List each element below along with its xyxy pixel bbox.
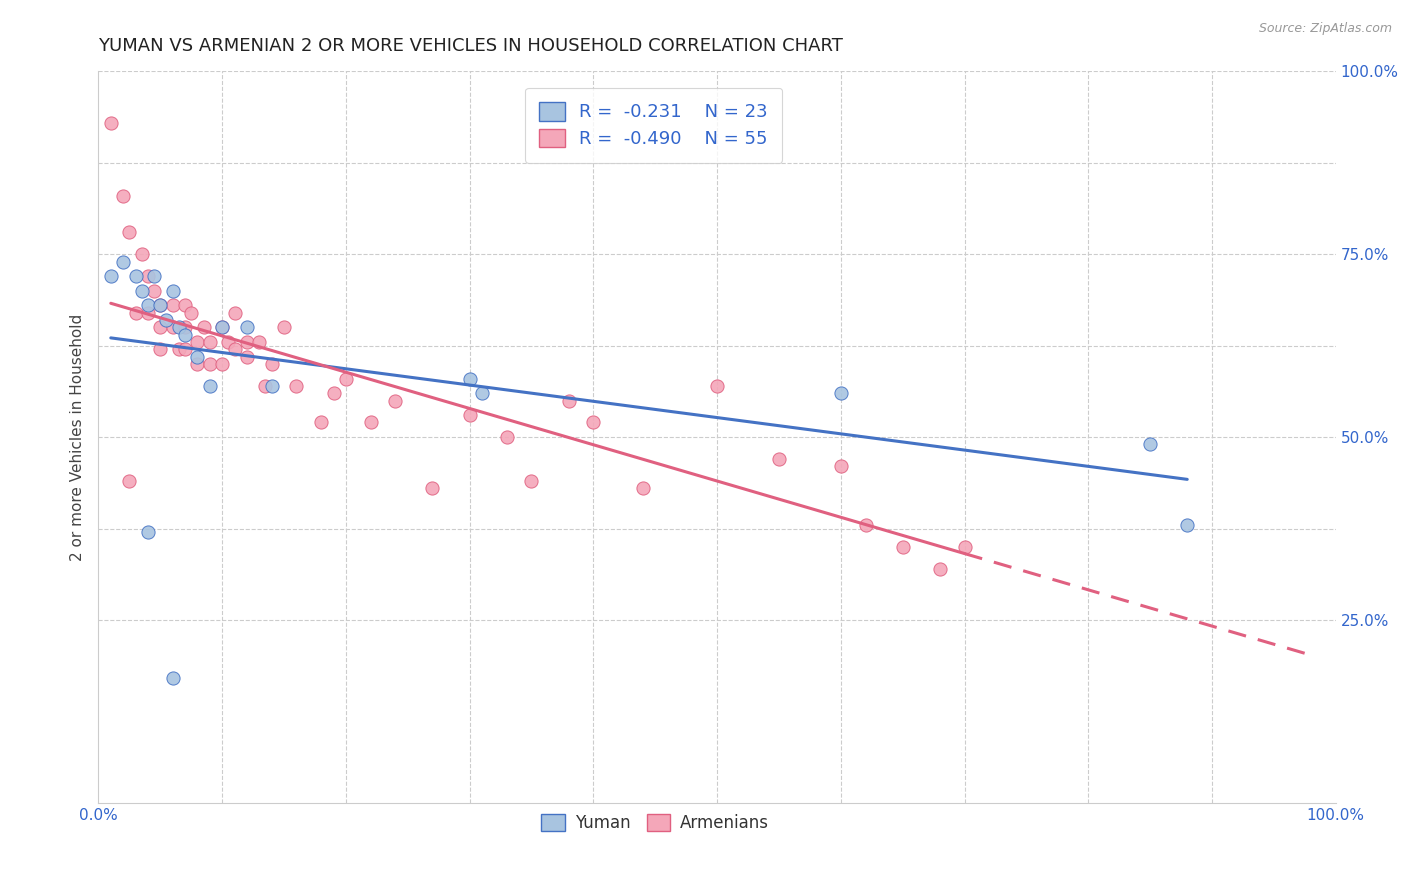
Point	[167, 343, 190, 357]
Point	[180, 306, 202, 320]
Point	[458, 371, 481, 385]
Point	[143, 284, 166, 298]
Point	[1139, 437, 1161, 451]
Point	[582, 416, 605, 430]
Y-axis label: 2 or more Vehicles in Household: 2 or more Vehicles in Household	[70, 313, 86, 561]
Point	[174, 327, 197, 342]
Point	[149, 298, 172, 312]
Point	[211, 320, 233, 334]
Point	[768, 452, 790, 467]
Point	[706, 379, 728, 393]
Point	[118, 474, 141, 488]
Point	[557, 393, 579, 408]
Point	[186, 350, 208, 364]
Point	[224, 306, 246, 320]
Point	[100, 269, 122, 284]
Point	[953, 540, 976, 554]
Point	[100, 115, 122, 129]
Point	[186, 334, 208, 349]
Point	[495, 430, 517, 444]
Point	[112, 254, 135, 268]
Point	[136, 269, 159, 284]
Point	[631, 481, 654, 495]
Point	[211, 320, 233, 334]
Point	[155, 313, 177, 327]
Point	[422, 481, 444, 495]
Point	[384, 393, 406, 408]
Point	[236, 320, 259, 334]
Point	[471, 386, 494, 401]
Point	[193, 320, 215, 334]
Point	[198, 334, 221, 349]
Point	[162, 320, 184, 334]
Point	[236, 350, 259, 364]
Point	[830, 459, 852, 474]
Point	[124, 269, 146, 284]
Point	[149, 298, 172, 312]
Point	[118, 225, 141, 239]
Point	[285, 379, 308, 393]
Point	[260, 357, 283, 371]
Point	[928, 562, 950, 576]
Point	[217, 334, 239, 349]
Point	[162, 672, 184, 686]
Point	[136, 525, 159, 540]
Point	[167, 320, 190, 334]
Point	[143, 269, 166, 284]
Point	[136, 298, 159, 312]
Point	[162, 298, 184, 312]
Point	[174, 298, 197, 312]
Point	[254, 379, 277, 393]
Point	[136, 306, 159, 320]
Point	[224, 343, 246, 357]
Point	[174, 343, 197, 357]
Point	[247, 334, 270, 349]
Point	[198, 357, 221, 371]
Point	[186, 357, 208, 371]
Point	[335, 371, 357, 385]
Point	[198, 379, 221, 393]
Point	[830, 386, 852, 401]
Text: Source: ZipAtlas.com: Source: ZipAtlas.com	[1258, 22, 1392, 36]
Point	[174, 320, 197, 334]
Point	[309, 416, 332, 430]
Point	[520, 474, 543, 488]
Point	[124, 306, 146, 320]
Legend: Yuman, Armenians: Yuman, Armenians	[534, 807, 776, 838]
Point	[322, 386, 344, 401]
Point	[458, 408, 481, 422]
Point	[149, 343, 172, 357]
Point	[236, 334, 259, 349]
Point	[131, 247, 153, 261]
Point	[112, 188, 135, 202]
Point	[162, 284, 184, 298]
Point	[149, 320, 172, 334]
Point	[855, 517, 877, 532]
Point	[273, 320, 295, 334]
Point	[1175, 517, 1198, 532]
Point	[131, 284, 153, 298]
Point	[211, 357, 233, 371]
Text: YUMAN VS ARMENIAN 2 OR MORE VEHICLES IN HOUSEHOLD CORRELATION CHART: YUMAN VS ARMENIAN 2 OR MORE VEHICLES IN …	[98, 37, 844, 54]
Point	[360, 416, 382, 430]
Point	[260, 379, 283, 393]
Point	[891, 540, 914, 554]
